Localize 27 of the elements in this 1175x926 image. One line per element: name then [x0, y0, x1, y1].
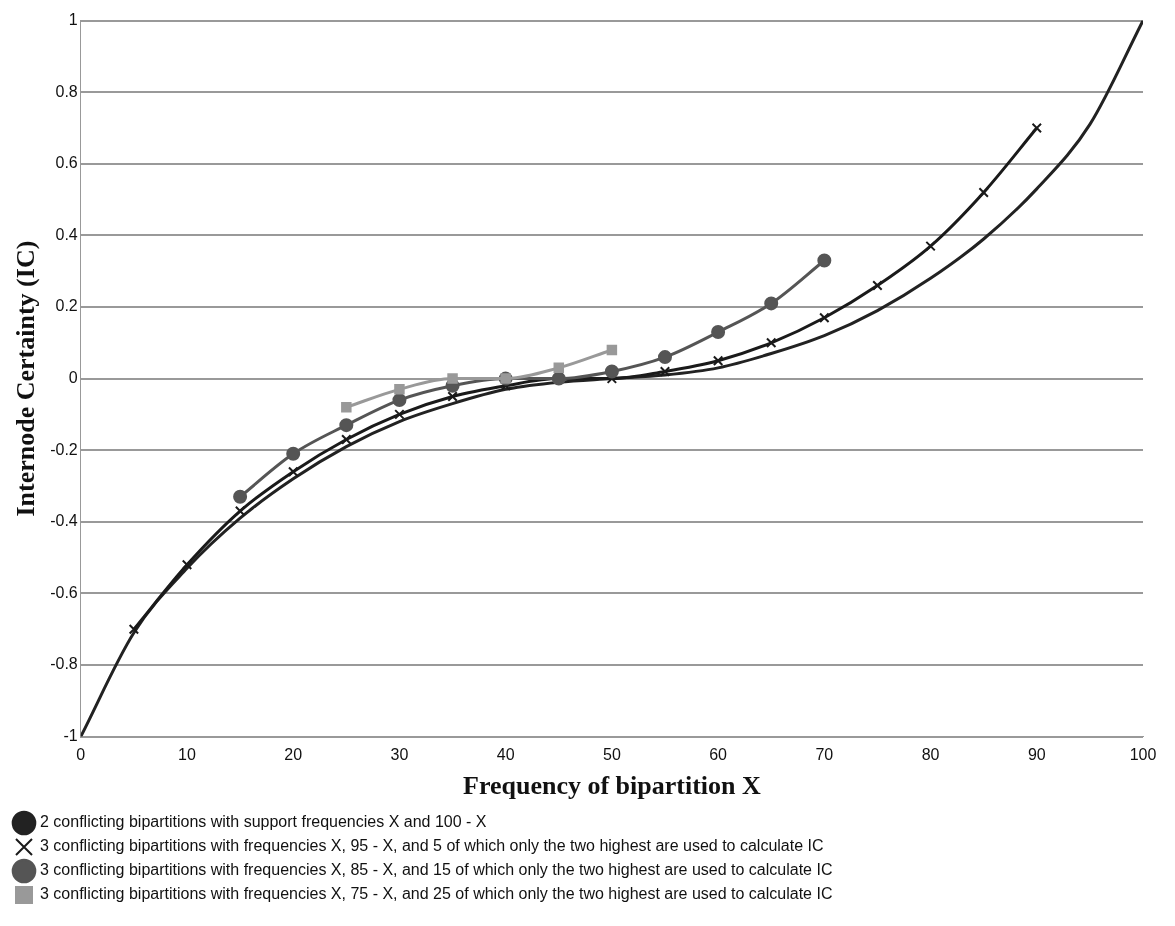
y-tick-label: 0.6 — [55, 154, 78, 172]
y-tick-label: 0.8 — [55, 82, 78, 100]
x-tick-label: 10 — [178, 745, 196, 763]
y-tick-label: 1 — [68, 11, 78, 29]
y-tick-label: -0.2 — [50, 440, 78, 458]
y-tick-label: 0 — [68, 369, 78, 387]
legend-label: 3 conflicting bipartitions with frequencies X, 75 - X, and 25 of which only the two highest are used to calculate IC — [40, 885, 833, 903]
x-tick-label: 40 — [496, 745, 515, 763]
x-axis-title: Frequency of bipartition X — [462, 771, 761, 801]
y-tick-label: 0.2 — [55, 297, 78, 315]
x-tick-label: 30 — [390, 745, 409, 763]
y-tick-label: -1 — [63, 727, 78, 745]
legend-label: 2 conflicting bipartitions with support frequencies X and 100 - X — [40, 813, 487, 831]
x-tick-label: 90 — [1027, 745, 1046, 763]
y-tick-label: -0.4 — [50, 512, 78, 530]
x-tick-label: 50 — [602, 745, 621, 763]
y-tick-label: -0.6 — [50, 583, 78, 601]
x-tick-label: 20 — [284, 745, 303, 763]
x-tick-label: 80 — [921, 745, 940, 763]
y-tick-label: 0.4 — [55, 225, 78, 243]
y-tick-label: -0.8 — [50, 655, 78, 673]
y-axis-title: Internode Certainty (IC) — [11, 240, 41, 517]
x-tick-label: 100 — [1129, 745, 1157, 763]
x-tick-label: 70 — [815, 745, 834, 763]
legend-label: 3 conflicting bipartitions with frequencies X, 85 - X, and 15 of which only the two highest are used to calculate IC — [40, 861, 833, 879]
legend-label: 3 conflicting bipartitions with frequencies X, 95 - X, and 5 of which only the two highest are used to calculate IC — [40, 837, 824, 855]
x-tick-label: 60 — [709, 745, 728, 763]
